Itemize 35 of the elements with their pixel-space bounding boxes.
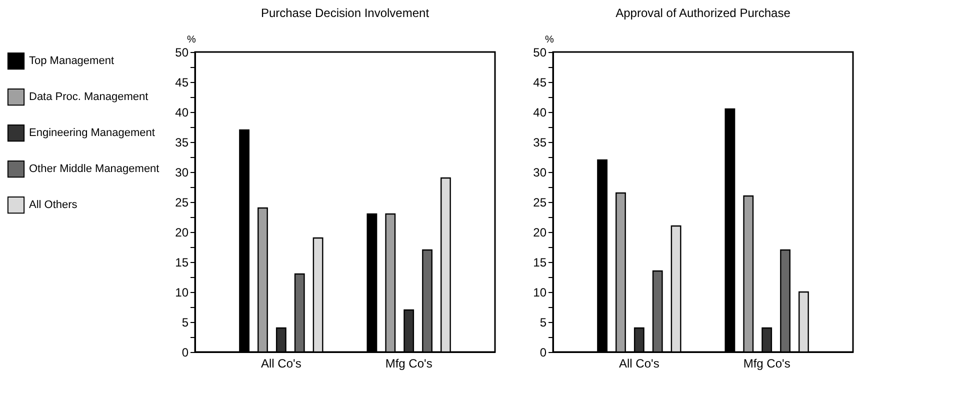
y-tick-label: 10 bbox=[533, 286, 547, 300]
legend-label: Other Middle Management bbox=[29, 163, 160, 175]
chart-title: Purchase Decision Involvement bbox=[260, 6, 430, 20]
legend-label: Engineering Management bbox=[29, 127, 155, 139]
y-tick-label: 45 bbox=[175, 76, 189, 90]
y-tick-label: 25 bbox=[175, 196, 189, 210]
y-axis-title: % bbox=[187, 34, 196, 46]
y-tick-label: 15 bbox=[175, 256, 189, 270]
y-tick-label: 20 bbox=[175, 226, 189, 240]
y-tick-label: 30 bbox=[533, 166, 547, 180]
y-tick-label: 50 bbox=[533, 46, 547, 60]
x-tick-label: Mfg Co's bbox=[385, 356, 432, 370]
legend-label: Data Proc. Management bbox=[29, 91, 148, 103]
legend-label: All Others bbox=[29, 199, 78, 211]
x-tick-label: Mfg Co's bbox=[743, 356, 790, 370]
y-tick-label: 20 bbox=[533, 226, 547, 240]
y-tick-label: 30 bbox=[175, 166, 189, 180]
x-tick-label: All Co's bbox=[261, 356, 302, 370]
y-tick-label: 40 bbox=[533, 106, 547, 120]
y-tick-label: 0 bbox=[182, 346, 189, 360]
y-tick-label: 5 bbox=[182, 316, 189, 330]
x-tick-label: All Co's bbox=[619, 356, 660, 370]
y-tick-label: 45 bbox=[533, 76, 547, 90]
y-tick-label: 15 bbox=[533, 256, 547, 270]
chart-title: Approval of Authorized Purchase bbox=[616, 6, 791, 20]
y-tick-label: 5 bbox=[540, 316, 547, 330]
y-tick-label: 40 bbox=[175, 106, 189, 120]
legend-label: Top Management bbox=[29, 55, 114, 67]
y-axis-title: % bbox=[545, 34, 554, 46]
y-tick-label: 35 bbox=[533, 136, 547, 150]
y-tick-label: 35 bbox=[175, 136, 189, 150]
y-tick-label: 10 bbox=[175, 286, 189, 300]
y-tick-label: 0 bbox=[540, 346, 547, 360]
y-tick-label: 50 bbox=[175, 46, 189, 60]
y-tick-label: 25 bbox=[533, 196, 547, 210]
